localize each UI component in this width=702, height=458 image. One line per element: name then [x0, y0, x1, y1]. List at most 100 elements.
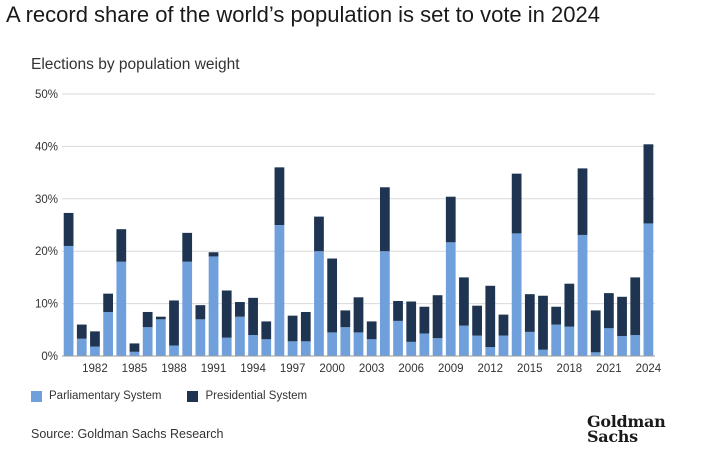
- x-tick-label: 2003: [359, 363, 385, 375]
- bar-presidential: [235, 302, 245, 317]
- source-note: Source: Goldman Sachs Research: [31, 427, 224, 441]
- bar-parliamentary: [195, 319, 206, 356]
- bar-parliamentary: [169, 345, 179, 356]
- bar-parliamentary: [485, 347, 496, 356]
- bar-presidential: [590, 310, 601, 353]
- bar-presidential: [445, 196, 456, 243]
- logo-line-1: Goldman: [587, 412, 666, 431]
- bar-presidential: [142, 311, 153, 328]
- bar-presidential: [300, 311, 311, 342]
- bar-presidential: [155, 316, 166, 320]
- x-tick-label: 1982: [82, 363, 108, 375]
- bar-parliamentary: [182, 261, 193, 356]
- bar-parliamentary: [524, 331, 535, 356]
- bar-parliamentary: [327, 332, 338, 356]
- bar-parliamentary: [459, 325, 469, 356]
- x-tick-label: 2015: [517, 363, 543, 375]
- bar-parliamentary: [406, 341, 417, 356]
- bar-presidential: [643, 144, 654, 224]
- legend-label-parliamentary: Parliamentary System: [49, 390, 162, 402]
- bar-presidential: [564, 283, 575, 327]
- bar-parliamentary: [116, 261, 127, 356]
- bar-parliamentary: [577, 234, 588, 356]
- bar-presidential: [432, 295, 443, 339]
- x-tick-label: 1985: [122, 363, 148, 375]
- bar-parliamentary: [498, 335, 509, 356]
- bar-presidential: [630, 277, 641, 336]
- x-tick-label: 1991: [201, 363, 227, 375]
- bar-presidential: [617, 296, 627, 337]
- bar-presidential: [577, 168, 588, 235]
- x-tick-label: 1994: [240, 363, 266, 375]
- bar-presidential: [393, 300, 403, 321]
- logo-line-2: Sachs: [587, 427, 638, 446]
- bar-parliamentary: [590, 352, 601, 356]
- bar-presidential: [604, 293, 614, 329]
- bar-parliamentary: [63, 245, 74, 356]
- x-tick-label: 1997: [280, 363, 306, 375]
- bar-presidential: [261, 321, 272, 340]
- bar-presidential: [287, 315, 298, 342]
- bar-presidential: [459, 277, 469, 326]
- bar-parliamentary: [353, 332, 364, 356]
- bar-presidential: [538, 295, 548, 350]
- bar-presidential: [182, 232, 193, 262]
- bar-presidential: [76, 324, 87, 339]
- goldman-sachs-logo: Goldman Sachs: [587, 412, 666, 446]
- bar-presidential: [551, 306, 562, 325]
- bar-presidential: [169, 300, 179, 346]
- bar-presidential: [90, 331, 100, 347]
- bar-parliamentary: [564, 326, 575, 356]
- bar-parliamentary: [208, 256, 219, 356]
- bar-parliamentary: [274, 225, 285, 356]
- bar-presidential: [379, 187, 390, 252]
- x-tick-label: 1988: [161, 363, 187, 375]
- bar-presidential: [314, 216, 324, 252]
- x-tick-label: 2009: [438, 363, 464, 375]
- page-title: A record share of the world’s population…: [6, 2, 600, 27]
- bar-parliamentary: [393, 320, 403, 356]
- bar-parliamentary: [538, 349, 548, 356]
- bar-parliamentary: [445, 242, 456, 356]
- y-tick-label: 10%: [35, 299, 58, 311]
- bar-parliamentary: [248, 335, 258, 356]
- bar-presidential: [63, 212, 74, 246]
- bar-presidential: [353, 297, 364, 333]
- bar-parliamentary: [643, 223, 654, 356]
- bar-presidential: [248, 297, 258, 336]
- y-tick-label: 50%: [35, 89, 58, 101]
- x-tick-label: 2018: [557, 363, 583, 375]
- y-tick-label: 40%: [35, 141, 58, 153]
- bar-presidential: [485, 285, 496, 348]
- bar-parliamentary: [340, 327, 351, 356]
- bar-parliamentary: [155, 319, 166, 356]
- page-subtitle: Elections by population weight: [31, 56, 240, 73]
- bar-parliamentary: [314, 251, 324, 356]
- bar-presidential: [274, 167, 285, 225]
- bar-parliamentary: [379, 251, 390, 356]
- bar-parliamentary: [142, 327, 153, 356]
- legend-label-presidential: Presidential System: [205, 390, 308, 402]
- bar-parliamentary: [366, 339, 377, 356]
- bar-parliamentary: [432, 338, 443, 356]
- y-tick-label: 30%: [35, 194, 58, 206]
- legend-swatch-parliamentary: [31, 390, 42, 402]
- axis-layer: 0% 10% 20% 30% 40% 50% 1982 1985 1988 1991 1994 199…: [35, 89, 662, 375]
- bar-presidential: [419, 306, 430, 334]
- x-tick-label: 2012: [477, 363, 503, 375]
- bar-presidential: [340, 310, 351, 328]
- bar-presidential: [498, 314, 509, 336]
- bar-presidential: [103, 293, 113, 312]
- bar-parliamentary: [604, 328, 614, 356]
- bar-presidential: [221, 290, 232, 338]
- bar-parliamentary: [419, 333, 430, 356]
- bar-parliamentary: [76, 338, 87, 356]
- bar-presidential: [116, 229, 127, 262]
- bar-parliamentary: [617, 336, 627, 356]
- bar-presidential: [366, 321, 377, 340]
- bar-layer: [63, 144, 654, 356]
- bar-parliamentary: [287, 341, 298, 356]
- legend-swatch-presidential: [187, 390, 199, 402]
- bar-parliamentary: [235, 316, 245, 356]
- bar-parliamentary: [630, 335, 641, 356]
